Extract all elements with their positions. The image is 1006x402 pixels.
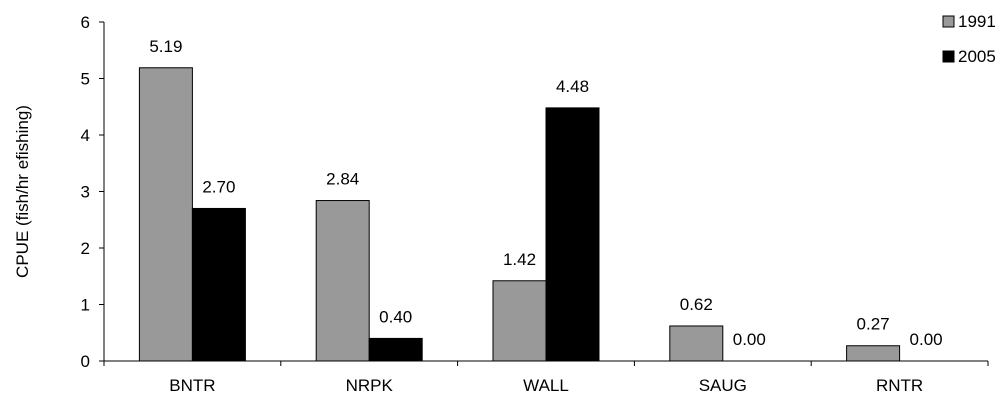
data-label-1991-BNTR: 5.19 <box>149 37 182 56</box>
y-tick-label: 6 <box>81 13 90 32</box>
data-label-2005-WALL: 4.48 <box>556 77 589 96</box>
x-category-label: BNTR <box>169 376 215 395</box>
data-label-2005-RNTR: 0.00 <box>910 330 943 349</box>
chart-axes: 0 1 2 3 4 5 6 <box>81 13 989 371</box>
y-tick-label: 4 <box>81 126 90 145</box>
x-category-label: WALL <box>523 376 569 395</box>
chart-bars <box>138 67 901 362</box>
bar-1991-WALL <box>492 280 547 362</box>
legend-swatch-2005 <box>942 50 955 63</box>
bar-1991-SAUG <box>669 325 724 362</box>
legend-label-2005: 2005 <box>958 47 996 66</box>
y-tick-label: 1 <box>81 296 90 315</box>
chart-legend: 1991 2005 <box>942 12 996 66</box>
legend-label-1991: 1991 <box>958 12 996 31</box>
data-label-2005-SAUG: 0.00 <box>733 330 766 349</box>
bar-1991-NRPK <box>315 200 370 362</box>
category-labels: BNTR NRPK WALL SAUG RNTR <box>169 376 923 395</box>
bar-1991-RNTR <box>846 345 901 362</box>
x-category-label: RNTR <box>876 376 923 395</box>
data-label-2005-BNTR: 2.70 <box>202 177 235 196</box>
y-axis-title: CPUE (fish/hr efishing) <box>13 105 32 278</box>
chart-data-labels: 5.19 2.70 2.84 0.40 1.42 4.48 0.62 0.00 0.27 0.00 <box>149 37 942 349</box>
legend-swatch-1991 <box>942 15 955 28</box>
data-label-1991-RNTR: 0.27 <box>857 315 890 334</box>
data-label-2005-NRPK: 0.40 <box>379 307 412 326</box>
y-tick-label: 5 <box>81 70 90 89</box>
data-label-1991-SAUG: 0.62 <box>680 295 713 314</box>
y-tick-label: 3 <box>81 183 90 202</box>
bar-2005-BNTR <box>191 207 246 362</box>
bar-1991-BNTR <box>138 67 193 362</box>
x-category-label: NRPK <box>346 376 394 395</box>
data-label-1991-WALL: 1.42 <box>503 250 536 269</box>
y-tick-label: 2 <box>81 239 90 258</box>
data-label-1991-NRPK: 2.84 <box>326 170 359 189</box>
y-tick-label: 0 <box>81 352 90 371</box>
bar-2005-NRPK <box>368 337 423 362</box>
x-category-label: SAUG <box>699 376 747 395</box>
bar-2005-WALL <box>545 107 600 362</box>
